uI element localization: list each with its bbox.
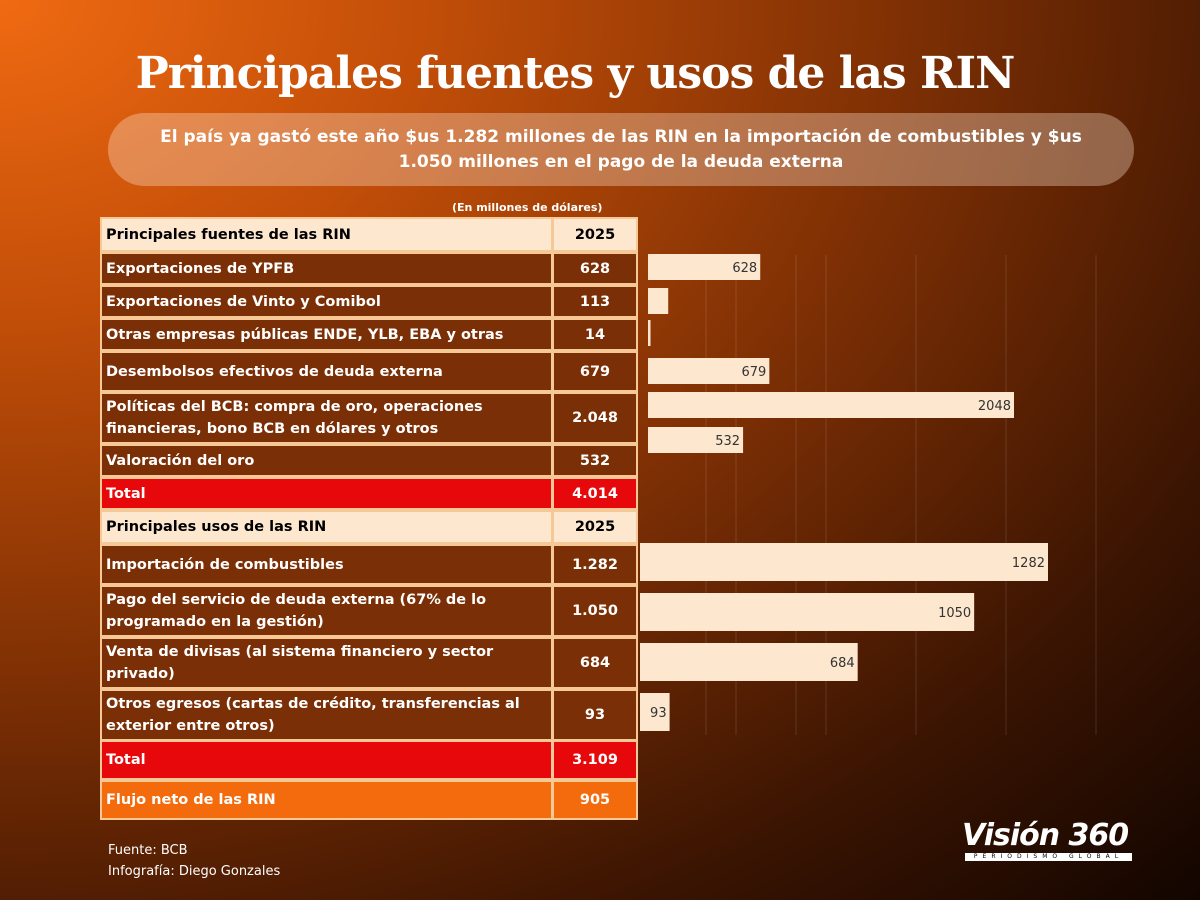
bar: [640, 543, 1048, 581]
row-label: Importación de combustibles: [102, 546, 554, 583]
row-value: 628: [579, 260, 611, 277]
source-row: Exportaciones de Vinto y Comibol 113: [100, 285, 638, 318]
bar: [648, 254, 761, 280]
row-label: Total: [102, 742, 554, 778]
row-label: Flujo neto de las RIN: [102, 782, 554, 818]
row-value: 14: [584, 326, 606, 343]
vision360-logo: Visión 360: [962, 818, 1129, 853]
use-row: Otros egresos (cartas de crédito, transf…: [100, 689, 638, 741]
uses-header-row: Principales usos de las RIN 2025: [100, 510, 638, 544]
bar: [648, 320, 651, 346]
row-label: Exportaciones de Vinto y Comibol: [102, 287, 554, 316]
sources-total-row: Total 4.014: [100, 477, 638, 510]
bar-label: 1282: [1012, 556, 1045, 571]
row-value: 2025: [574, 519, 616, 535]
row-value: 93: [584, 707, 606, 723]
bar: [640, 593, 975, 631]
row-label: Principales fuentes de las RIN: [102, 219, 554, 250]
bar-label: 684: [830, 656, 855, 671]
source-row: Desembolsos efectivos de deuda externa 67…: [100, 351, 638, 392]
row-label: Venta de divisas (al sistema financiero …: [102, 639, 554, 687]
net-flow-row: Flujo neto de las RIN 905: [100, 780, 638, 820]
subtitle-banner: El país ya gastó este año $us 1.282 mill…: [108, 113, 1134, 186]
row-value: 1.050: [572, 603, 618, 619]
sources-header-row: Principales fuentes de las RIN 2025: [100, 217, 638, 252]
source-row: Valoración del oro 532: [100, 444, 638, 477]
bar-label: 532: [715, 434, 740, 449]
row-label: Principales usos de las RIN: [102, 512, 554, 542]
use-row: Venta de divisas (al sistema financiero …: [100, 637, 638, 689]
row-value: 2.048: [572, 410, 618, 426]
bar-label: 679: [742, 365, 767, 380]
row-value: 113: [579, 293, 611, 310]
source-row: Exportaciones de YPFB 628: [100, 252, 638, 285]
bar-label: 93: [650, 706, 667, 721]
credits: Fuente: BCB Infografía: Diego Gonzales: [108, 840, 280, 882]
bar-label: 1050: [938, 606, 971, 621]
row-label: Pago del servicio de deuda externa (67% …: [102, 587, 554, 635]
row-label: Exportaciones de YPFB: [102, 254, 554, 283]
row-label: Valoración del oro: [102, 446, 554, 475]
row-value: 4.014: [572, 485, 618, 502]
row-value: 532: [579, 452, 611, 469]
bar: [648, 392, 1014, 418]
bar-label: 2048: [978, 399, 1011, 414]
bar: [648, 288, 669, 314]
use-row: Importación de combustibles 1.282: [100, 544, 638, 585]
row-label: Otras empresas públicas ENDE, YLB, EBA y…: [102, 320, 554, 349]
row-value: 905: [579, 792, 611, 808]
row-label: Otros egresos (cartas de crédito, transf…: [102, 691, 554, 739]
bar-label: 628: [732, 261, 757, 276]
row-label: Políticas del BCB: compra de oro, operac…: [102, 394, 554, 442]
bar: [648, 358, 770, 384]
units-note: (En millones de dólares): [452, 201, 603, 214]
author-credit: Infografía: Diego Gonzales: [108, 864, 281, 879]
use-row: Pago del servicio de deuda externa (67% …: [100, 585, 638, 637]
row-value: 3.109: [572, 752, 618, 768]
uses-total-row: Total 3.109: [100, 740, 638, 780]
row-label: Desembolsos efectivos de deuda externa: [102, 353, 554, 390]
row-value: 684: [579, 655, 611, 671]
bar: [648, 427, 744, 453]
bar: [640, 643, 858, 681]
logo-tagline: PERIODISMO GLOBAL: [965, 853, 1132, 861]
bar: [640, 693, 670, 731]
row-label: Total: [102, 479, 554, 508]
row-value: 2025: [574, 226, 616, 243]
row-value: 679: [579, 363, 611, 380]
source-row: Otras empresas públicas ENDE, YLB, EBA y…: [100, 318, 638, 351]
source-row: Políticas del BCB: compra de oro, operac…: [100, 392, 638, 444]
row-value: 1.282: [572, 556, 618, 573]
source-credit: Fuente: BCB: [108, 843, 188, 858]
page-title: Principales fuentes y usos de las RIN: [135, 48, 1016, 99]
